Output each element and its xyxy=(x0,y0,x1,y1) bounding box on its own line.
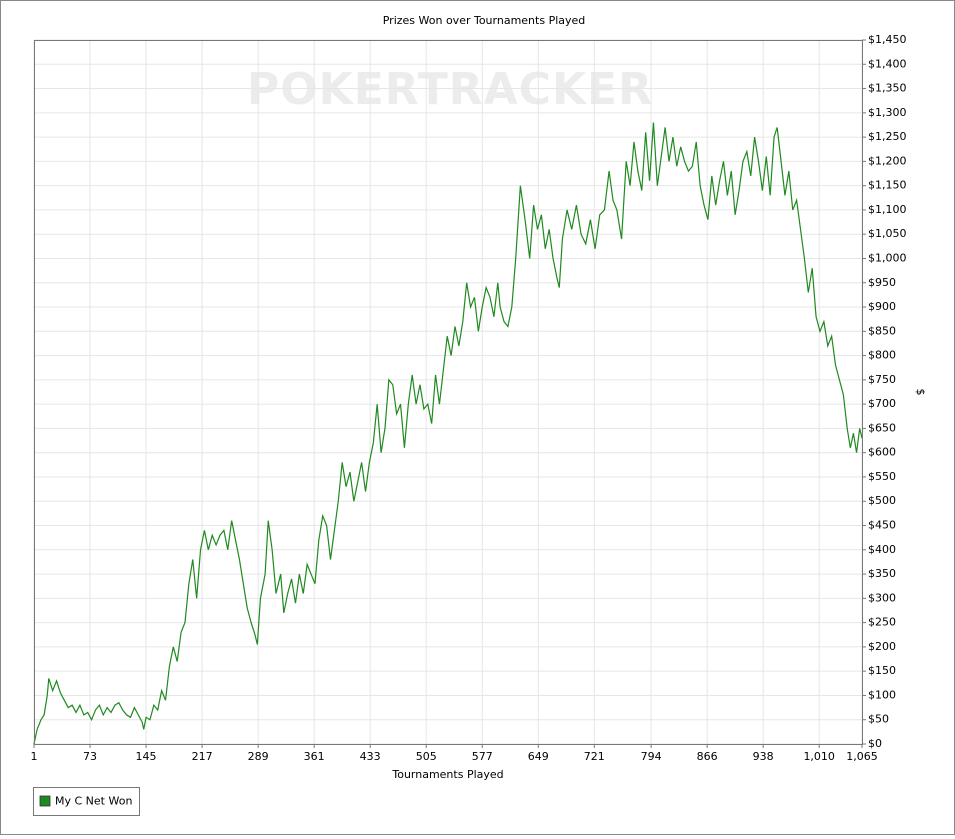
y-tick-label: $600 xyxy=(868,446,896,459)
y-axis-title: $ xyxy=(914,389,927,396)
x-tick-label: 1,065 xyxy=(846,750,878,763)
chart-title: Prizes Won over Tournaments Played xyxy=(383,14,586,27)
data-line xyxy=(33,122,863,745)
x-tick-label: 73 xyxy=(83,750,97,763)
y-tick-label: $150 xyxy=(868,664,896,677)
x-axis-title: Tournaments Played xyxy=(391,768,503,781)
x-tick-label: 866 xyxy=(697,750,718,763)
y-tick-label: $50 xyxy=(868,713,889,726)
x-tick-label: 145 xyxy=(136,750,157,763)
x-tick-label: 1 xyxy=(31,750,38,763)
y-tick-label: $400 xyxy=(868,543,896,556)
x-tick-label: 217 xyxy=(192,750,213,763)
x-tick-label: 505 xyxy=(416,750,437,763)
legend-box xyxy=(33,787,140,816)
y-tick-label: $1,300 xyxy=(868,106,907,119)
legend-swatch xyxy=(39,795,51,807)
y-tick-label: $1,050 xyxy=(868,227,907,240)
y-tick-label: $1,400 xyxy=(868,57,907,70)
y-tick-label: $250 xyxy=(868,616,896,629)
y-tick-label: $100 xyxy=(868,688,896,701)
x-tick-label: 794 xyxy=(641,750,662,763)
y-tick-label: $800 xyxy=(868,349,896,362)
x-tick-label: 938 xyxy=(753,750,774,763)
y-tick-label: $750 xyxy=(868,373,896,386)
y-tick-label: $1,250 xyxy=(868,130,907,143)
plot-frame xyxy=(34,40,863,745)
x-tick-label: 577 xyxy=(472,750,493,763)
x-tick-label: 361 xyxy=(304,750,325,763)
x-tick-label: 721 xyxy=(584,750,605,763)
y-tick-label: $300 xyxy=(868,591,896,604)
y-tick-label: $1,200 xyxy=(868,154,907,167)
watermark: POKERTRACKER xyxy=(247,64,653,115)
x-tick-label: 1,010 xyxy=(803,750,835,763)
y-tick-label: $550 xyxy=(868,470,896,483)
legend-label: My C Net Won xyxy=(55,795,132,808)
y-tick-label: $700 xyxy=(868,397,896,410)
y-tick-label: $500 xyxy=(868,494,896,507)
y-tick-label: $850 xyxy=(868,324,896,337)
y-tick-label: $350 xyxy=(868,567,896,580)
y-tick-label: $1,100 xyxy=(868,203,907,216)
y-tick-label: $650 xyxy=(868,421,896,434)
y-tick-label: $1,150 xyxy=(868,179,907,192)
y-tick-label: $1,000 xyxy=(868,251,907,264)
plot xyxy=(33,122,863,745)
grid xyxy=(33,39,863,745)
y-tick-label: $950 xyxy=(868,276,896,289)
y-tick-label: $900 xyxy=(868,300,896,313)
x-tick-label: 433 xyxy=(360,750,381,763)
x-tick-label: 289 xyxy=(248,750,269,763)
y-tick-label: $200 xyxy=(868,640,896,653)
y-tick-label: $0 xyxy=(868,737,882,750)
y-tick-label: $1,450 xyxy=(868,33,907,46)
x-tick-label: 649 xyxy=(528,750,549,763)
y-tick-label: $450 xyxy=(868,519,896,532)
y-tick-label: $1,350 xyxy=(868,82,907,95)
